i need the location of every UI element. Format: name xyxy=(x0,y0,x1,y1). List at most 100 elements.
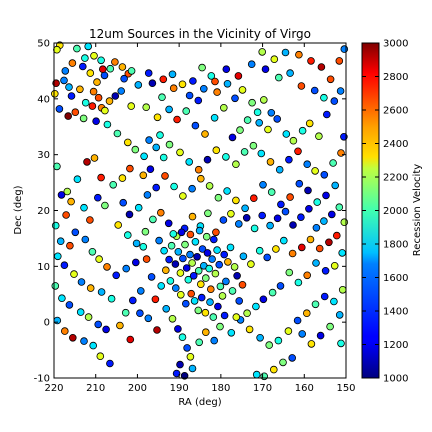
data-point xyxy=(165,255,173,264)
data-point xyxy=(93,78,101,86)
data-point xyxy=(311,300,320,309)
y-tick-label: 0 xyxy=(44,318,50,329)
data-point xyxy=(174,248,183,256)
data-point xyxy=(210,235,218,244)
data-point xyxy=(279,358,287,367)
colorbar-tick-label: 2400 xyxy=(383,139,408,150)
data-point xyxy=(162,266,170,275)
data-point xyxy=(148,79,157,87)
data-point xyxy=(316,331,325,340)
data-point xyxy=(121,308,130,317)
data-point xyxy=(297,243,306,252)
data-point xyxy=(182,299,190,308)
colorbar-ticks: 1000 1200 1400 1600 1800 2000 2200 2400 2600 2800… xyxy=(362,39,408,385)
data-point xyxy=(94,93,103,102)
data-point xyxy=(335,57,344,65)
data-point xyxy=(65,83,73,91)
data-point xyxy=(320,292,329,301)
data-point xyxy=(62,211,70,219)
data-point xyxy=(61,327,69,335)
data-point xyxy=(207,285,215,294)
data-point xyxy=(113,129,122,138)
data-point xyxy=(338,285,347,294)
colorbar-tick-label: 1400 xyxy=(383,307,408,318)
data-point xyxy=(149,215,157,224)
data-point xyxy=(168,314,177,323)
data-point xyxy=(268,288,277,297)
data-point xyxy=(106,359,114,368)
data-point xyxy=(81,98,90,107)
data-point xyxy=(126,335,135,344)
data-point xyxy=(255,119,264,127)
x-tick-label: 190 xyxy=(170,383,189,394)
data-point xyxy=(76,308,85,316)
data-point xyxy=(289,136,298,145)
data-point xyxy=(250,224,259,233)
data-point xyxy=(214,302,222,311)
data-point xyxy=(249,141,258,150)
data-point xyxy=(53,45,61,54)
data-point xyxy=(211,269,220,278)
data-point xyxy=(77,278,86,286)
data-point xyxy=(310,86,319,95)
data-point xyxy=(188,184,196,193)
data-point xyxy=(282,130,291,138)
data-point xyxy=(227,210,235,218)
data-point xyxy=(305,205,313,213)
data-point xyxy=(235,220,243,228)
data-point xyxy=(94,193,102,202)
data-point xyxy=(120,74,128,83)
data-point xyxy=(226,243,235,252)
x-tick-label: 160 xyxy=(295,383,314,394)
data-point xyxy=(320,171,329,179)
data-point xyxy=(297,82,306,90)
data-point xyxy=(186,250,194,259)
x-axis-ticks: 220 210 200 190 180 170 160 150 xyxy=(44,43,356,394)
data-point xyxy=(273,214,282,223)
data-point xyxy=(109,181,117,189)
data-point xyxy=(307,340,316,348)
data-point xyxy=(224,258,232,266)
data-point xyxy=(174,325,182,333)
data-point xyxy=(51,282,60,290)
data-point xyxy=(86,69,95,77)
data-point xyxy=(297,213,305,222)
data-point xyxy=(61,67,70,75)
data-point xyxy=(198,63,206,72)
data-point xyxy=(152,143,161,152)
data-point xyxy=(129,296,137,305)
data-point xyxy=(111,92,120,100)
colorbar-label: Recession Velocity xyxy=(412,164,423,256)
data-point xyxy=(99,65,107,73)
data-point xyxy=(288,249,297,258)
data-point xyxy=(134,81,143,89)
data-point xyxy=(302,309,311,318)
data-point xyxy=(124,231,132,239)
data-point xyxy=(94,320,102,329)
data-point xyxy=(186,230,195,239)
data-point xyxy=(185,91,194,100)
data-point xyxy=(116,321,124,330)
data-point xyxy=(266,221,274,230)
data-point xyxy=(132,258,140,267)
data-point xyxy=(118,174,127,182)
data-point xyxy=(179,254,187,263)
data-point xyxy=(57,191,66,199)
data-point xyxy=(194,306,203,315)
data-point xyxy=(326,75,335,84)
data-point xyxy=(191,238,200,246)
data-point xyxy=(81,54,89,62)
data-point xyxy=(214,193,223,202)
data-point xyxy=(238,280,247,289)
data-point xyxy=(155,236,163,245)
data-point xyxy=(194,266,203,275)
data-point xyxy=(58,294,66,303)
data-point xyxy=(330,97,339,105)
data-point xyxy=(206,298,214,306)
data-point xyxy=(89,87,98,96)
data-point xyxy=(275,165,284,174)
data-point xyxy=(172,369,181,378)
data-point xyxy=(320,217,328,225)
data-point xyxy=(193,252,201,261)
